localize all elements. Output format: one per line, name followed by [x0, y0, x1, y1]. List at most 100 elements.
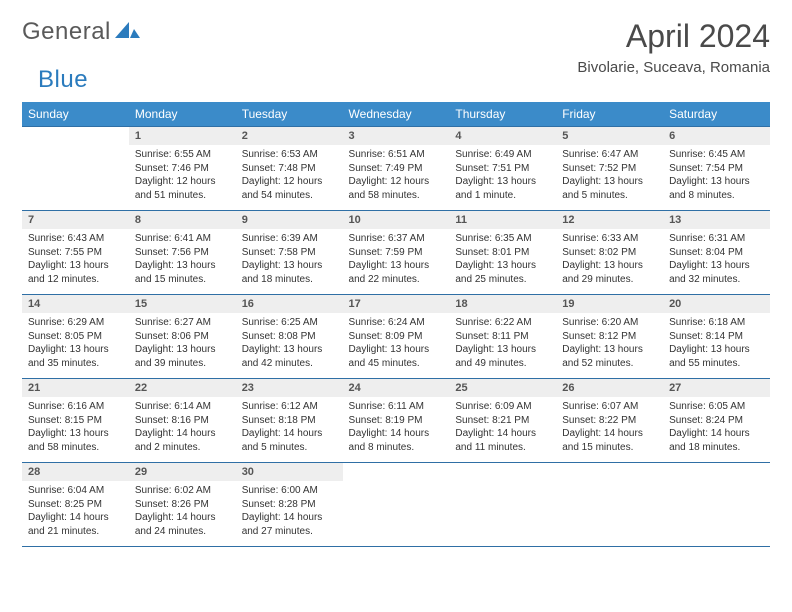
- day-number: 10: [343, 211, 450, 230]
- sunrise-line: Sunrise: 6:11 AM: [349, 400, 444, 414]
- sunrise-line: Sunrise: 6:12 AM: [242, 400, 337, 414]
- daylight-line: Daylight: 14 hours and 5 minutes.: [242, 427, 337, 454]
- day-number: 19: [556, 295, 663, 314]
- sunrise-line: Sunrise: 6:31 AM: [669, 232, 764, 246]
- sunrise-line: Sunrise: 6:27 AM: [135, 316, 230, 330]
- daylight-line: Daylight: 14 hours and 11 minutes.: [455, 427, 550, 454]
- day-header: Wednesday: [343, 102, 450, 127]
- day-cell: Sunrise: 6:31 AMSunset: 8:04 PMDaylight:…: [663, 229, 770, 295]
- sunrise-line: Sunrise: 6:24 AM: [349, 316, 444, 330]
- sunrise-line: Sunrise: 6:20 AM: [562, 316, 657, 330]
- day-cell: Sunrise: 6:45 AMSunset: 7:54 PMDaylight:…: [663, 145, 770, 211]
- sunset-line: Sunset: 7:58 PM: [242, 246, 337, 260]
- detail-row: Sunrise: 6:29 AMSunset: 8:05 PMDaylight:…: [22, 313, 770, 379]
- sunset-line: Sunset: 8:12 PM: [562, 330, 657, 344]
- daylight-line: Daylight: 12 hours and 54 minutes.: [242, 175, 337, 202]
- day-header: Tuesday: [236, 102, 343, 127]
- day-cell: Sunrise: 6:24 AMSunset: 8:09 PMDaylight:…: [343, 313, 450, 379]
- sunrise-line: Sunrise: 6:00 AM: [242, 484, 337, 498]
- day-header: Monday: [129, 102, 236, 127]
- sunset-line: Sunset: 8:21 PM: [455, 414, 550, 428]
- sunrise-line: Sunrise: 6:29 AM: [28, 316, 123, 330]
- page-title: April 2024: [577, 18, 770, 55]
- day-cell: Sunrise: 6:35 AMSunset: 8:01 PMDaylight:…: [449, 229, 556, 295]
- day-number: 29: [129, 463, 236, 482]
- day-cell: Sunrise: 6:14 AMSunset: 8:16 PMDaylight:…: [129, 397, 236, 463]
- day-number: 25: [449, 379, 556, 398]
- day-header-row: Sunday Monday Tuesday Wednesday Thursday…: [22, 102, 770, 127]
- daylight-line: Daylight: 13 hours and 42 minutes.: [242, 343, 337, 370]
- sunset-line: Sunset: 7:54 PM: [669, 162, 764, 176]
- daynum-row: 282930: [22, 463, 770, 482]
- day-number: 8: [129, 211, 236, 230]
- day-cell: Sunrise: 6:11 AMSunset: 8:19 PMDaylight:…: [343, 397, 450, 463]
- sunrise-line: Sunrise: 6:14 AM: [135, 400, 230, 414]
- day-number: 16: [236, 295, 343, 314]
- sunrise-line: Sunrise: 6:41 AM: [135, 232, 230, 246]
- detail-row: Sunrise: 6:55 AMSunset: 7:46 PM Daylight:…: [22, 145, 770, 211]
- day-cell: [449, 481, 556, 547]
- day-number: 1: [129, 127, 236, 146]
- day-cell: Sunrise: 6:27 AMSunset: 8:06 PMDaylight:…: [129, 313, 236, 379]
- sunrise-line: Sunrise: 6:16 AM: [28, 400, 123, 414]
- daylight-line: Daylight: 13 hours and 35 minutes.: [28, 343, 123, 370]
- sunset-line: Sunset: 8:25 PM: [28, 498, 123, 512]
- sunset-line: Sunset: 8:22 PM: [562, 414, 657, 428]
- day-cell: Sunrise: 6:02 AMSunset: 8:26 PMDaylight:…: [129, 481, 236, 547]
- daylight-line: Daylight: 14 hours and 18 minutes.: [669, 427, 764, 454]
- day-number: 11: [449, 211, 556, 230]
- daylight-line: Daylight: 13 hours and 25 minutes.: [455, 259, 550, 286]
- daylight-line: Daylight: 14 hours and 27 minutes.: [242, 511, 337, 538]
- daylight-line: Daylight: 13 hours and 55 minutes.: [669, 343, 764, 370]
- sunset-line: Sunset: 8:05 PM: [28, 330, 123, 344]
- logo: General: [22, 18, 143, 46]
- day-cell: Sunrise: 6:00 AMSunset: 8:28 PMDaylight:…: [236, 481, 343, 547]
- day-number: 24: [343, 379, 450, 398]
- daynum-row: 123456: [22, 127, 770, 146]
- sunrise-line: Sunrise: 6:35 AM: [455, 232, 550, 246]
- day-number: [449, 463, 556, 482]
- daylight-line: Daylight: 13 hours and 22 minutes.: [349, 259, 444, 286]
- calendar-table: Sunday Monday Tuesday Wednesday Thursday…: [22, 102, 770, 547]
- sunrise-line: Sunrise: 6:18 AM: [669, 316, 764, 330]
- sunrise-line: Sunrise: 6:39 AM: [242, 232, 337, 246]
- sunrise-line: Sunrise: 6:45 AM: [669, 148, 764, 162]
- sunset-line: Sunset: 8:24 PM: [669, 414, 764, 428]
- sunset-line: Sunset: 7:56 PM: [135, 246, 230, 260]
- sunset-line: Sunset: 8:02 PM: [562, 246, 657, 260]
- sunset-line: Sunset: 8:16 PM: [135, 414, 230, 428]
- sunset-line: Sunset: 8:01 PM: [455, 246, 550, 260]
- sunrise-line: Sunrise: 6:05 AM: [669, 400, 764, 414]
- day-number: [22, 127, 129, 146]
- daylight-line: Daylight: 13 hours and 1 minute.: [455, 175, 550, 202]
- sunrise-line: Sunrise: 6:51 AM: [349, 148, 444, 162]
- day-number: 27: [663, 379, 770, 398]
- day-cell: Sunrise: 6:39 AMSunset: 7:58 PMDaylight:…: [236, 229, 343, 295]
- sunrise-line: Sunrise: 6:53 AM: [242, 148, 337, 162]
- day-cell: Sunrise: 6:18 AMSunset: 8:14 PMDaylight:…: [663, 313, 770, 379]
- day-cell: [22, 145, 129, 211]
- day-number: 20: [663, 295, 770, 314]
- sunset-line: Sunset: 8:08 PM: [242, 330, 337, 344]
- sunrise-line: Sunrise: 6:55 AM: [135, 148, 230, 162]
- sunset-line: Sunset: 8:19 PM: [349, 414, 444, 428]
- day-cell: Sunrise: 6:05 AMSunset: 8:24 PMDaylight:…: [663, 397, 770, 463]
- daylight-line: Daylight: 13 hours and 8 minutes.: [669, 175, 764, 202]
- day-cell: Sunrise: 6:09 AMSunset: 8:21 PMDaylight:…: [449, 397, 556, 463]
- day-number: 4: [449, 127, 556, 146]
- day-number: 15: [129, 295, 236, 314]
- daylight-line: Daylight: 14 hours and 24 minutes.: [135, 511, 230, 538]
- daylight-line: Daylight: 13 hours and 58 minutes.: [28, 427, 123, 454]
- sunset-line: Sunset: 7:48 PM: [242, 162, 337, 176]
- daynum-row: 14151617181920: [22, 295, 770, 314]
- detail-row: Sunrise: 6:16 AMSunset: 8:15 PMDaylight:…: [22, 397, 770, 463]
- day-number: 13: [663, 211, 770, 230]
- day-number: 14: [22, 295, 129, 314]
- sunset-line: Sunset: 7:46 PM: [135, 162, 230, 176]
- sunrise-line: Sunrise: 6:47 AM: [562, 148, 657, 162]
- day-cell: Sunrise: 6:33 AMSunset: 8:02 PMDaylight:…: [556, 229, 663, 295]
- sunrise-line: Sunrise: 6:04 AM: [28, 484, 123, 498]
- sunset-line: Sunset: 8:26 PM: [135, 498, 230, 512]
- sunset-line: Sunset: 8:11 PM: [455, 330, 550, 344]
- sunrise-line: Sunrise: 6:25 AM: [242, 316, 337, 330]
